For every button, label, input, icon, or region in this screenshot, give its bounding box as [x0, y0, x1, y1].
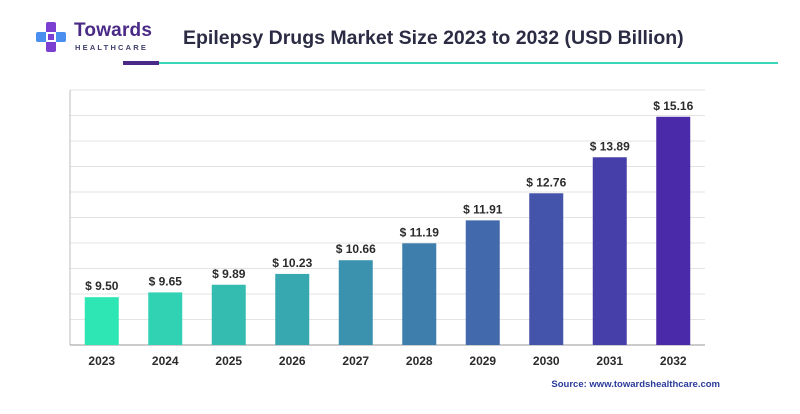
value-label-2030: $ 12.76: [526, 175, 566, 189]
value-label-2025: $ 9.89: [212, 267, 246, 281]
bars: [84, 116, 691, 346]
value-label-2027: $ 10.66: [336, 242, 376, 256]
x-tick-2025: 2025: [215, 354, 242, 368]
header-divider: [123, 61, 778, 65]
x-tick-2031: 2031: [596, 354, 623, 368]
bar-2030[interactable]: [529, 193, 564, 345]
x-tick-2026: 2026: [279, 354, 306, 368]
bar-2031[interactable]: [592, 157, 627, 345]
bar-2028[interactable]: [402, 243, 437, 345]
medical-cross-icon: [36, 22, 66, 52]
bar-2025[interactable]: [211, 284, 246, 345]
x-tick-2027: 2027: [342, 354, 369, 368]
value-label-2028: $ 11.19: [400, 225, 440, 239]
value-label-2026: $ 10.23: [272, 256, 312, 270]
bar-2026[interactable]: [275, 273, 310, 345]
value-label-2031: $ 13.89: [590, 139, 630, 153]
brand-logo[interactable]: Towards HEALTHCARE: [34, 20, 164, 54]
bar-2024[interactable]: [148, 292, 183, 345]
x-tick-2024: 2024: [152, 354, 179, 368]
bar-chart: $ 9.50 $ 9.65 $ 9.89 $ 10.23 $ 10.66 $ 11.19 $…: [69, 89, 705, 368]
value-labels: $ 9.50 $ 9.65 $ 9.89 $ 10.23 $ 10.66 $ 11.19 $…: [85, 99, 694, 293]
header: Towards HEALTHCARE Epilepsy Drugs Market…: [0, 0, 800, 70]
x-tick-2030: 2030: [533, 354, 560, 368]
divider-line: [159, 62, 778, 64]
value-label-2023: $ 9.50: [85, 279, 119, 293]
value-label-2032: $ 15.16: [653, 99, 693, 113]
brand-subtitle: HEALTHCARE: [75, 43, 149, 52]
x-tick-labels: 2023 2024 2025 2026 2027 2028 2029 2030 2031 2032: [88, 354, 687, 368]
chart-title: Epilepsy Drugs Market Size 2023 to 2032 …: [183, 27, 684, 49]
x-tick-2029: 2029: [469, 354, 496, 368]
source-note[interactable]: Source: www.towardshealthcare.com: [551, 379, 720, 390]
value-label-2024: $ 9.65: [149, 274, 183, 288]
bar-2023[interactable]: [84, 297, 119, 345]
x-tick-2023: 2023: [88, 354, 115, 368]
x-tick-2028: 2028: [406, 354, 433, 368]
x-tick-2032: 2032: [660, 354, 687, 368]
bar-2027[interactable]: [338, 260, 373, 345]
brand-name: Towards: [74, 20, 153, 41]
bar-2029[interactable]: [465, 220, 500, 345]
bar-2032[interactable]: [656, 116, 691, 346]
divider-accent: [123, 61, 159, 65]
value-label-2029: $ 11.91: [463, 202, 503, 216]
